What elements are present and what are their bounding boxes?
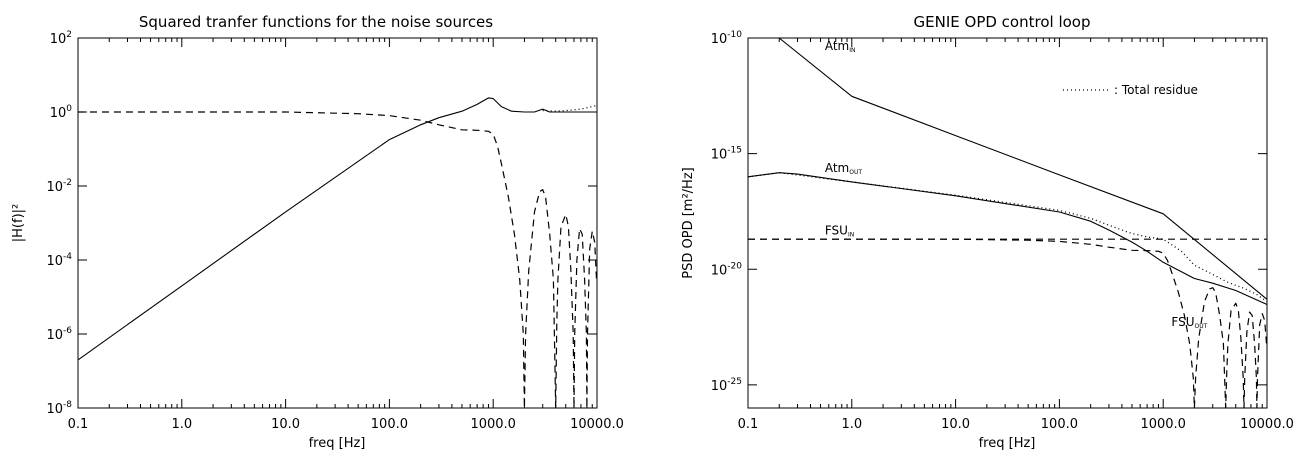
x-tick-label: 0.1 <box>738 417 759 432</box>
x-tick-label: 1000.0 <box>1140 417 1186 432</box>
series-dashed-line <box>78 111 598 409</box>
right-chart: GENIE OPD control loop 0.1 1.0 10.0 100.0 10… <box>681 13 1294 451</box>
x-tick-label: 10.0 <box>941 417 970 432</box>
legend-total-residue-label: : Total residue <box>1114 83 1198 97</box>
x-tick-label: 100.0 <box>1041 417 1078 432</box>
y-tick-label: 100 <box>50 104 73 121</box>
y-tick-label: 10-25 <box>711 377 742 394</box>
left-chart-title: Squared tranfer functions for the noise … <box>139 13 493 31</box>
x-tick-label: 100.0 <box>371 417 408 432</box>
left-chart: Squared tranfer functions for the noise … <box>11 13 624 451</box>
right-chart-title: GENIE OPD control loop <box>914 13 1091 31</box>
right-chart-ticks: 0.1 1.0 10.0 100.0 1000.0 10000.0 10-10 10-15 10… <box>711 30 1294 432</box>
y-tick-label: 10-2 <box>46 178 72 195</box>
curve-label-atm-in: AtmIN <box>825 39 856 54</box>
curve-label-fsu-in: FSUIN <box>825 223 854 238</box>
x-tick-label: 10000.0 <box>1240 417 1294 432</box>
left-chart-xlabel: freq [Hz] <box>309 436 366 451</box>
y-tick-label: 10-10 <box>711 30 743 47</box>
y-tick-label: 10-8 <box>46 400 72 417</box>
series-solid-line <box>77 97 597 361</box>
right-chart-ylabel: PSD OPD [m²/Hz] <box>681 167 696 278</box>
series-dotted-line <box>542 104 598 112</box>
y-tick-label: 10-20 <box>711 261 743 278</box>
curve-label-fsu-out: FSUOUT <box>1171 315 1207 330</box>
right-chart-xlabel: freq [Hz] <box>979 436 1036 451</box>
x-tick-label: 0.1 <box>68 417 89 432</box>
y-tick-label: 10-4 <box>46 252 72 269</box>
x-tick-label: 10.0 <box>271 417 300 432</box>
left-chart-plot-frame <box>77 37 598 409</box>
left-chart-ylabel: |H(f)|² <box>11 204 26 242</box>
x-tick-label: 1.0 <box>171 417 192 432</box>
left-chart-series-group <box>77 97 598 409</box>
right-chart-annotations: AtmIN AtmOUT FSUIN FSUOUT <box>825 39 1208 330</box>
x-tick-label: 1.0 <box>841 417 862 432</box>
curve-label-atm-out: AtmOUT <box>825 161 863 176</box>
right-chart-plot-frame <box>747 37 1268 409</box>
y-tick-label: 10-15 <box>711 146 742 163</box>
right-chart-legend: : Total residue <box>1063 83 1198 97</box>
y-tick-label: 10-6 <box>46 326 72 343</box>
y-tick-label: 102 <box>50 30 72 47</box>
left-chart-ticks: 0.1 1.0 10.0 100.0 1000.0 10000.0 102 100 10-2 10… <box>46 30 623 432</box>
x-tick-label: 1000.0 <box>470 417 516 432</box>
x-tick-label: 10000.0 <box>570 417 624 432</box>
